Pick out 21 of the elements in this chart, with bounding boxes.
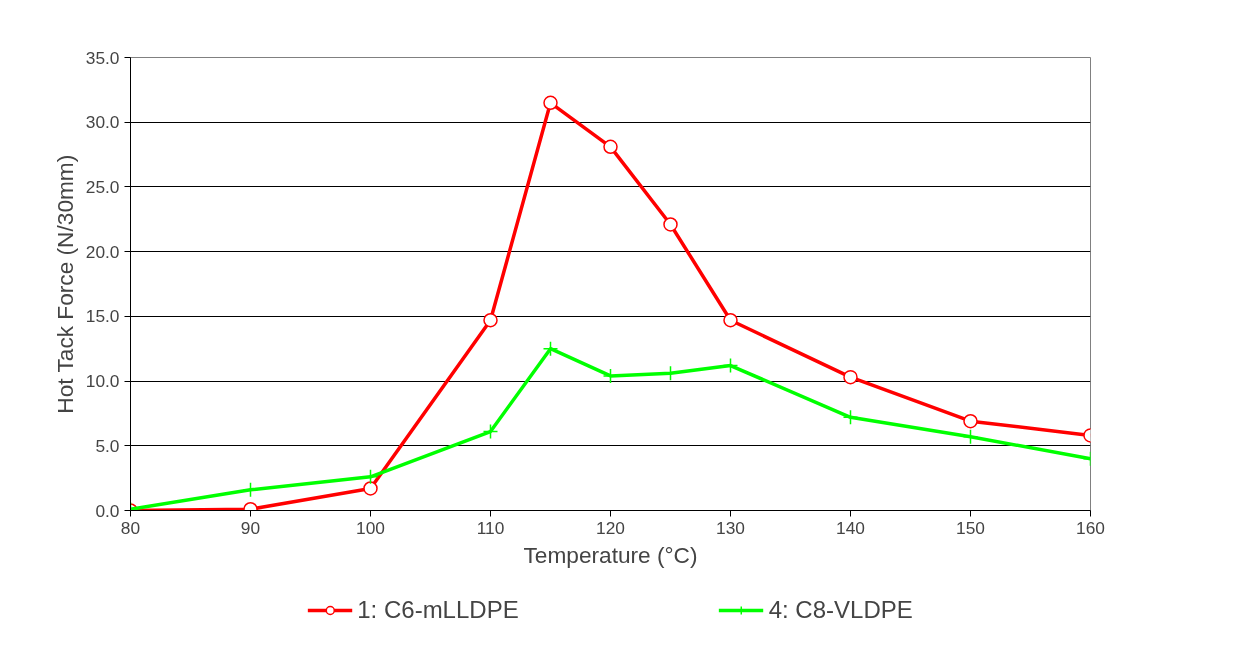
- x-tick-label: 140: [836, 517, 865, 538]
- x-tick-label: 120: [596, 517, 625, 538]
- x-tick-label: 130: [716, 517, 745, 538]
- x-tick-label: 100: [356, 517, 385, 538]
- y-tick-label: 5.0: [95, 435, 120, 456]
- legend-label: 4: C8-VLDPE: [768, 596, 913, 624]
- x-tick-label: 90: [240, 517, 261, 538]
- y-tick-label: 20.0: [85, 241, 120, 262]
- x-tick-label: 110: [476, 517, 505, 538]
- x-tick-label: 160: [1076, 517, 1105, 538]
- y-tick-label: 35.0: [85, 47, 120, 68]
- x-tick-label: 150: [956, 517, 985, 538]
- x-axis-title: Temperature (°C): [523, 541, 698, 568]
- y-tick-label: 15.0: [85, 306, 120, 327]
- y-tick-label: 0.0: [95, 500, 120, 521]
- y-axis-title: Hot Tack Force (N/30mm): [51, 154, 78, 414]
- legend-label: 1: C6-mLLDPE: [357, 596, 519, 624]
- x-tick-label: 80: [120, 517, 141, 538]
- y-tick-label: 30.0: [85, 112, 120, 133]
- y-tick-label: 10.0: [85, 371, 120, 392]
- y-tick-label: 25.0: [85, 176, 120, 197]
